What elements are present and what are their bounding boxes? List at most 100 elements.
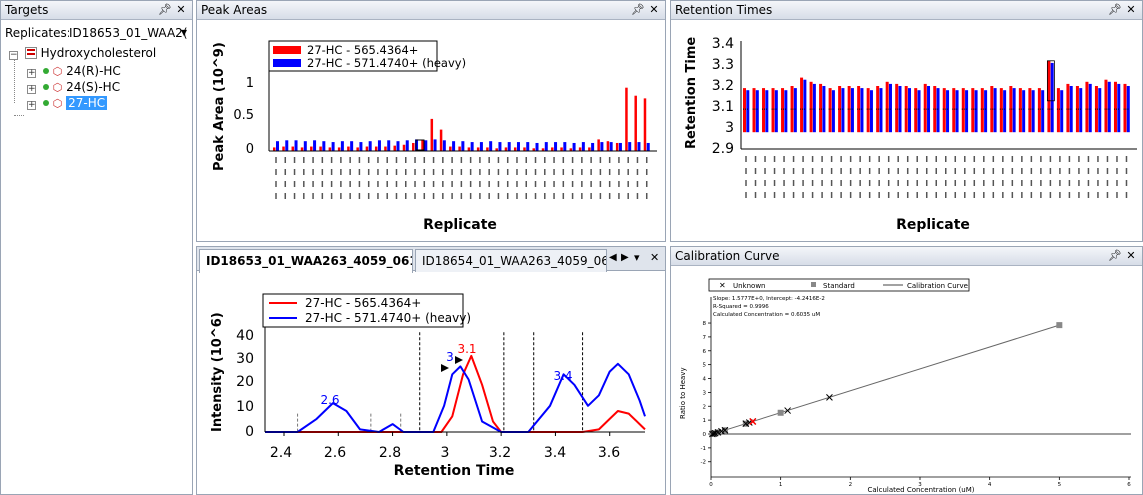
- rt-bar-blue[interactable]: [1003, 90, 1007, 133]
- rt-bar-red[interactable]: [1066, 83, 1070, 133]
- bar-blue[interactable]: [526, 142, 530, 151]
- tree-node-24s[interactable]: + ⬡ 24(S)-HC: [27, 79, 120, 95]
- rt-bar-red[interactable]: [866, 88, 870, 133]
- rt-bar-red[interactable]: [895, 83, 899, 133]
- bar-red[interactable]: [337, 147, 341, 151]
- bar-blue[interactable]: [470, 142, 474, 151]
- rt-bar-red[interactable]: [1085, 81, 1089, 133]
- trace-light[interactable]: [265, 354, 646, 433]
- bar-red[interactable]: [374, 146, 378, 151]
- bar-red[interactable]: [291, 146, 295, 151]
- bar-red[interactable]: [476, 147, 480, 151]
- bar-red[interactable]: [439, 129, 443, 151]
- tree-node-24r[interactable]: + ⬡ 24(R)-HC: [27, 63, 121, 79]
- bar-blue[interactable]: [442, 140, 446, 151]
- rt-bar-blue[interactable]: [1107, 81, 1111, 133]
- rt-bar-red[interactable]: [752, 88, 756, 133]
- tab-replicate-2[interactable]: ID18654_01_WAA263_4059_06151: [415, 249, 607, 272]
- rt-bar-red[interactable]: [1018, 88, 1022, 133]
- bar-red[interactable]: [523, 147, 526, 151]
- peak-areas-chart[interactable]: 27-HC - 565.4364+ 27-HC - 571.4740+ (hea…: [197, 21, 665, 241]
- rt-bar-blue[interactable]: [1098, 88, 1102, 133]
- bar-red[interactable]: [606, 141, 610, 151]
- bar-red[interactable]: [560, 147, 563, 151]
- bar-red[interactable]: [430, 118, 434, 151]
- rt-bar-blue[interactable]: [879, 88, 883, 133]
- bar-blue[interactable]: [461, 141, 465, 151]
- bar-blue[interactable]: [628, 142, 632, 151]
- rt-bar-red[interactable]: [990, 86, 994, 133]
- tab-list-icon[interactable]: ▾: [634, 251, 640, 264]
- bar-red[interactable]: [412, 142, 415, 151]
- bar-red[interactable]: [328, 147, 332, 151]
- pin-icon[interactable]: 📌︎: [1108, 3, 1122, 16]
- unknown-point[interactable]: [826, 394, 833, 401]
- rt-bar-blue[interactable]: [1117, 83, 1121, 133]
- bar-blue[interactable]: [646, 142, 650, 151]
- chevron-down-icon[interactable]: ▼: [180, 28, 187, 37]
- bar-red[interactable]: [449, 146, 452, 151]
- rt-bar-blue[interactable]: [917, 90, 921, 133]
- rt-bar-blue[interactable]: [1088, 83, 1092, 133]
- bar-blue[interactable]: [340, 141, 344, 151]
- bar-blue[interactable]: [489, 141, 493, 151]
- pin-icon[interactable]: 📌︎: [1108, 249, 1122, 262]
- rt-bar-red[interactable]: [790, 86, 794, 133]
- rt-bar-red[interactable]: [1056, 88, 1060, 133]
- rt-bar-blue[interactable]: [1041, 90, 1045, 133]
- rt-bar-red[interactable]: [914, 88, 918, 133]
- rt-bar-blue[interactable]: [841, 88, 845, 133]
- rt-bar-blue[interactable]: [831, 90, 835, 133]
- rt-bar-blue[interactable]: [965, 90, 969, 133]
- bar-red[interactable]: [486, 147, 489, 151]
- rt-bar-blue[interactable]: [1060, 90, 1064, 133]
- bar-blue[interactable]: [544, 142, 548, 151]
- bar-blue[interactable]: [479, 142, 483, 151]
- rt-bar-red[interactable]: [876, 86, 880, 133]
- bar-red[interactable]: [625, 87, 628, 151]
- bar-red[interactable]: [615, 142, 619, 151]
- bar-blue[interactable]: [554, 142, 558, 151]
- tab-scroll-right-icon[interactable]: ▶: [621, 252, 629, 263]
- rt-bar-blue[interactable]: [860, 88, 864, 133]
- bar-blue[interactable]: [322, 141, 326, 151]
- bar-blue[interactable]: [516, 142, 520, 151]
- rt-bar-blue[interactable]: [869, 90, 873, 133]
- rt-bar-blue[interactable]: [850, 88, 854, 133]
- rt-bar-red[interactable]: [1047, 60, 1051, 133]
- retention-times-chart[interactable]: 3.4 3.3 3.2 3.1 3 2.9 Retention Time Rep…: [671, 21, 1142, 241]
- bar-blue[interactable]: [591, 142, 595, 151]
- bar-blue[interactable]: [609, 142, 613, 151]
- rt-bar-blue[interactable]: [774, 90, 778, 133]
- replicates-select[interactable]: ID18653_01_WAA2( ▼: [69, 24, 189, 42]
- bar-red[interactable]: [347, 146, 350, 151]
- rt-bar-blue[interactable]: [803, 79, 807, 133]
- bar-blue[interactable]: [294, 140, 298, 151]
- close-icon[interactable]: ✕: [1126, 3, 1136, 16]
- selected-unknown-point[interactable]: [749, 417, 757, 426]
- rt-bar-blue[interactable]: [974, 90, 978, 133]
- rt-bar-blue[interactable]: [888, 83, 892, 133]
- rt-bar-blue[interactable]: [784, 90, 788, 133]
- rt-bar-red[interactable]: [933, 86, 937, 133]
- bar-red[interactable]: [597, 139, 600, 151]
- rt-bar-red[interactable]: [771, 88, 775, 133]
- bar-blue[interactable]: [600, 142, 604, 151]
- bar-red[interactable]: [532, 148, 536, 151]
- bar-blue[interactable]: [387, 140, 391, 151]
- tab-scroll-left-icon[interactable]: ◀: [609, 252, 617, 263]
- rt-bar-red[interactable]: [762, 88, 766, 133]
- bar-red[interactable]: [578, 147, 582, 151]
- bar-blue[interactable]: [377, 140, 381, 151]
- bar-blue[interactable]: [618, 142, 622, 151]
- rt-bar-blue[interactable]: [755, 90, 759, 133]
- bar-blue[interactable]: [359, 142, 363, 151]
- bar-blue[interactable]: [637, 142, 641, 151]
- bar-red[interactable]: [384, 146, 387, 151]
- bar-blue[interactable]: [452, 141, 456, 151]
- rt-bar-red[interactable]: [885, 81, 889, 133]
- bar-blue[interactable]: [285, 140, 289, 151]
- rt-bar-blue[interactable]: [1012, 88, 1016, 133]
- expand-icon[interactable]: +: [27, 68, 36, 78]
- rt-bar-blue[interactable]: [1031, 90, 1035, 133]
